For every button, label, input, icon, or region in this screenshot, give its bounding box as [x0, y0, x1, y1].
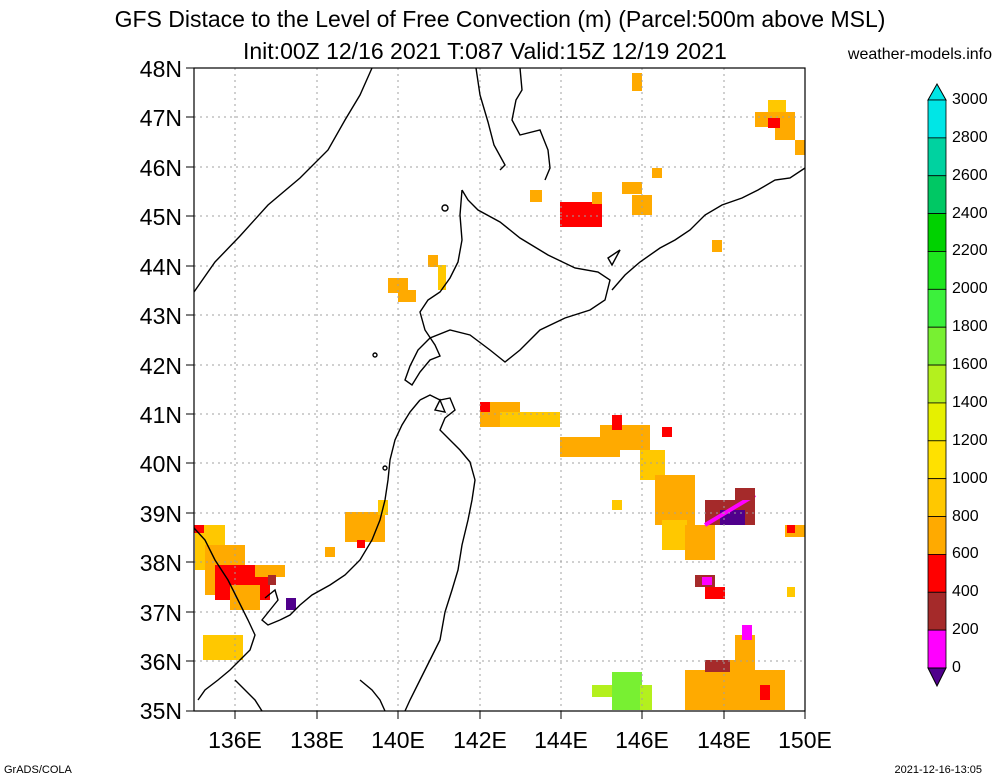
colorbar-label: 2400 — [952, 204, 988, 222]
lat-label: 37N — [139, 600, 182, 626]
lon-label: 150E — [778, 727, 832, 753]
colorbar-swatch — [927, 137, 947, 177]
colorbar-swatch — [927, 402, 947, 442]
patch-south-east — [592, 625, 785, 710]
lon-label: 138E — [290, 727, 344, 753]
colorbar — [927, 82, 947, 688]
colorbar-label: 0 — [952, 659, 961, 676]
grid-lines — [194, 68, 805, 711]
map-title: GFS Distace to the Level of Free Convect… — [114, 6, 886, 32]
colorbar-label: 1800 — [952, 318, 988, 336]
colorbar-label: 600 — [952, 545, 979, 563]
lon-label: 142E — [453, 727, 507, 753]
colorbar-top-arrow — [927, 82, 947, 101]
lon-label: 148E — [697, 727, 751, 753]
lat-label: 46N — [139, 155, 182, 181]
lat-label: 41N — [139, 402, 182, 428]
field-shading — [194, 73, 805, 710]
colorbar-swatch — [927, 516, 947, 555]
lat-label: 39N — [139, 501, 182, 527]
lon-label: 144E — [534, 727, 588, 753]
lon-label: 136E — [208, 727, 262, 753]
colorbar-label: 1400 — [952, 393, 988, 411]
patch-sado — [325, 500, 388, 557]
colorbar-label: 200 — [952, 621, 979, 639]
lon-label: 140E — [371, 727, 425, 753]
lat-label: 38N — [139, 550, 182, 576]
plot-frame — [193, 67, 806, 712]
colorbar-swatch — [927, 364, 947, 404]
lat-label: 36N — [139, 649, 182, 675]
colorbar-swatch — [927, 629, 947, 669]
colorbar-swatch — [927, 175, 947, 215]
colorbar-label: 2800 — [952, 128, 988, 146]
colorbar-swatch — [927, 213, 947, 252]
colorbar-bottom-arrow — [927, 667, 947, 688]
colorbar-swatch — [927, 251, 947, 290]
colorbar-swatch — [927, 440, 947, 480]
lat-label: 47N — [139, 105, 182, 131]
colorbar-swatch — [927, 478, 947, 517]
colorbar-swatch — [927, 288, 947, 328]
site-label: weather-models.info — [847, 46, 992, 63]
lat-label: 45N — [139, 204, 182, 230]
lat-label: 40N — [139, 451, 182, 477]
coastlines — [193, 67, 806, 712]
footer-credit: GrADS/COLA — [4, 764, 72, 776]
lon-label: 146E — [615, 727, 669, 753]
patch-pacific-band — [480, 402, 715, 560]
colorbar-label: 1200 — [952, 431, 988, 449]
colorbar-label: 2000 — [952, 280, 988, 298]
footer-timestamp: 2021-12-16-13:05 — [894, 764, 982, 776]
lat-label: 44N — [139, 254, 182, 280]
lat-label: 42N — [139, 353, 182, 379]
tick-marks — [186, 67, 806, 719]
colorbar-label: 2200 — [952, 242, 988, 260]
lat-label: 43N — [139, 303, 182, 329]
colorbar-swatch — [927, 99, 947, 139]
colorbar-swatch — [927, 326, 947, 366]
colorbar-label: 1000 — [952, 469, 988, 487]
colorbar-label: 400 — [952, 583, 979, 601]
colorbar-label: 1600 — [952, 356, 988, 374]
patch-west-japan — [194, 525, 296, 660]
patch-sakhalin-south — [530, 73, 722, 252]
lat-label: 48N — [139, 56, 182, 82]
colorbar-label: 800 — [952, 507, 979, 525]
colorbar-swatch — [927, 591, 947, 631]
colorbar-label: 3000 — [952, 91, 988, 108]
patch-hokkaido-west — [388, 255, 446, 302]
lat-label: 35N — [139, 698, 182, 724]
colorbar-label: 2600 — [952, 166, 988, 184]
colorbar-swatch — [927, 554, 947, 593]
map-subtitle: Init:00Z 12/16 2021 T:087 Valid:15Z 12/1… — [243, 38, 727, 64]
patch-kuril-north — [755, 100, 805, 155]
